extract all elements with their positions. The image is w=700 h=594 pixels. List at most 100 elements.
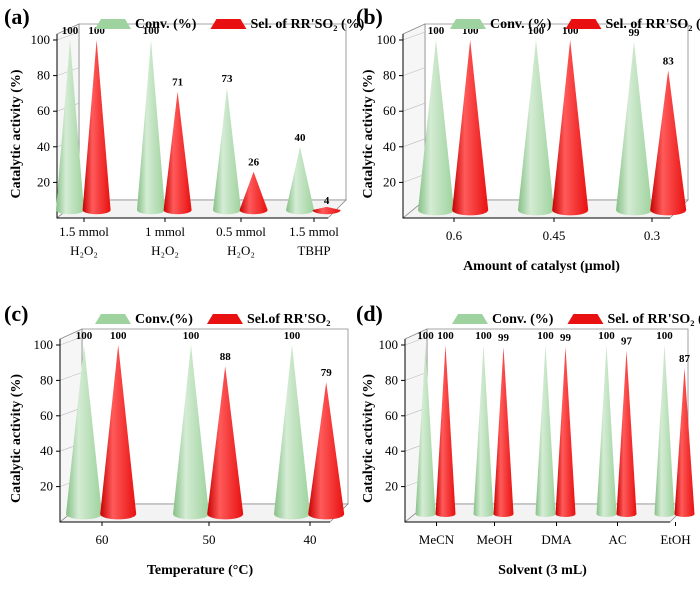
panel-label: (b) (356, 4, 383, 29)
x-axis-label: Temperature (°C) (147, 563, 254, 578)
conv-cone (173, 345, 209, 520)
conv-cone (654, 345, 675, 517)
conv-cone (137, 40, 165, 215)
sel-legend-swatch (565, 19, 602, 29)
gridline (59, 372, 83, 381)
conv-cone (418, 40, 455, 216)
data-label: 100 (528, 25, 545, 37)
conv-cone (56, 40, 84, 215)
conv-cone (616, 41, 652, 216)
sel-legend-swatch (567, 314, 604, 324)
panel-label: (c) (4, 301, 28, 326)
conv-legend-swatch (95, 314, 131, 324)
legend: Conv. (%) Sel. of RR'SO₂ (%) (95, 17, 365, 32)
legend-entry: Conv. (%) (492, 312, 554, 327)
x-category-label-sub: H₂O₂ (70, 243, 98, 258)
legend-entry: Conv.(%) (135, 312, 193, 327)
panel-label: (a) (4, 4, 30, 29)
data-label: 40 (295, 132, 307, 144)
x-category-label: 50 (203, 532, 216, 547)
x-category-label: DMA (541, 532, 572, 547)
y-tick-label: 20 (385, 479, 398, 494)
y-tick-label: 100 (34, 337, 54, 352)
data-label: 100 (417, 330, 434, 342)
x-category-label: 1.5 mmol (289, 224, 339, 239)
y-tick-label: 100 (31, 32, 51, 47)
chart-panel-1: 20 40 60 80 100 Catalytic activity (%) 100 100 1… (4, 4, 365, 258)
y-axis-label: Catalytic activity (%) (9, 69, 24, 198)
legend: Conv. (%) Sel. of RR'SO₂ (%) (452, 312, 700, 327)
data-label: 100 (437, 330, 454, 342)
gridline (402, 31, 426, 41)
data-label: 73 (222, 73, 234, 85)
data-label: 83 (663, 55, 675, 67)
sel-cone (493, 346, 514, 517)
y-axis-label: Catalytic activity (%) (361, 69, 376, 198)
conv-legend-swatch (95, 19, 131, 29)
gridline (402, 174, 426, 183)
y-tick-label: 80 (383, 68, 396, 83)
x-category-label: 0.45 (543, 228, 566, 243)
chart-panel-3: 20 40 60 80 100 Catalytic activity (%) 100 100 6… (4, 301, 349, 578)
y-tick-label: 60 (37, 103, 50, 118)
x-category-label: 1.5 mmol (59, 224, 109, 239)
y-tick-label: 80 (37, 68, 50, 83)
y-tick-label: 60 (383, 103, 396, 118)
y-tick-label: 60 (385, 408, 398, 423)
x-category-label-sub: TBHP (297, 243, 330, 258)
data-label: 88 (220, 351, 232, 363)
x-category-label: 40 (304, 532, 317, 547)
x-category-label: 0.3 (644, 228, 660, 243)
x-category-label-sub: H₂O₂ (227, 243, 255, 258)
sel-cone (82, 40, 111, 215)
sel-cone (674, 368, 695, 517)
data-label: 100 (284, 330, 301, 342)
y-axis-label: Catalytic activity (%) (361, 374, 376, 503)
data-label: 100 (475, 330, 492, 342)
sel-cone (308, 382, 345, 520)
y-tick-label: 60 (40, 408, 53, 423)
y-tick-label: 80 (385, 372, 398, 387)
data-label: 100 (598, 330, 615, 342)
x-category-label: 60 (96, 532, 109, 547)
legend: Conv. (%) Sel. of RR'SO₂ (%) (450, 17, 700, 32)
legend-entry: Conv. (%) (135, 17, 197, 32)
x-axis-label: Amount of catalyst (μmol) (463, 259, 620, 274)
x-category-label: EtOH (660, 532, 690, 547)
y-tick-label: 100 (377, 32, 397, 47)
conv-cone (535, 345, 556, 517)
y-tick-label: 20 (383, 174, 396, 189)
data-label: 100 (110, 330, 127, 342)
data-label: 99 (560, 332, 572, 344)
conv-cone (415, 345, 436, 517)
sel-cone (435, 345, 456, 517)
y-tick-label: 80 (40, 372, 53, 387)
conv-cone (274, 345, 310, 520)
sel-legend-swatch (206, 314, 243, 324)
data-label: 100 (76, 330, 93, 342)
sel-cone (552, 40, 589, 216)
sel-cone (616, 350, 637, 517)
panel-label: (d) (356, 301, 383, 326)
conv-legend-swatch (450, 19, 486, 29)
gridline (59, 336, 83, 346)
conv-cone (66, 345, 102, 520)
sel-cone (650, 70, 687, 216)
sel-legend-swatch (210, 19, 247, 29)
legend-entry: Sel. of RR'SO₂ (%) (250, 17, 364, 32)
legend-entry: Sel. of RR'SO₂ (%) (605, 17, 700, 32)
y-tick-label: 20 (40, 479, 53, 494)
x-category-label: MeOH (476, 532, 512, 547)
sel-cone (452, 40, 489, 216)
chart-panel-2: 20 40 60 80 100 Catalytic activity (%) 100 100 0… (356, 4, 700, 274)
data-label: 99 (498, 332, 510, 344)
legend: Conv.(%) Sel.of RR'SO₂ (95, 312, 331, 327)
conv-cone (286, 146, 314, 215)
y-tick-label: 100 (379, 337, 399, 352)
y-tick-label: 40 (385, 443, 398, 458)
data-label: 99 (629, 27, 641, 39)
gridline (402, 138, 426, 148)
sel-cone (163, 91, 192, 215)
